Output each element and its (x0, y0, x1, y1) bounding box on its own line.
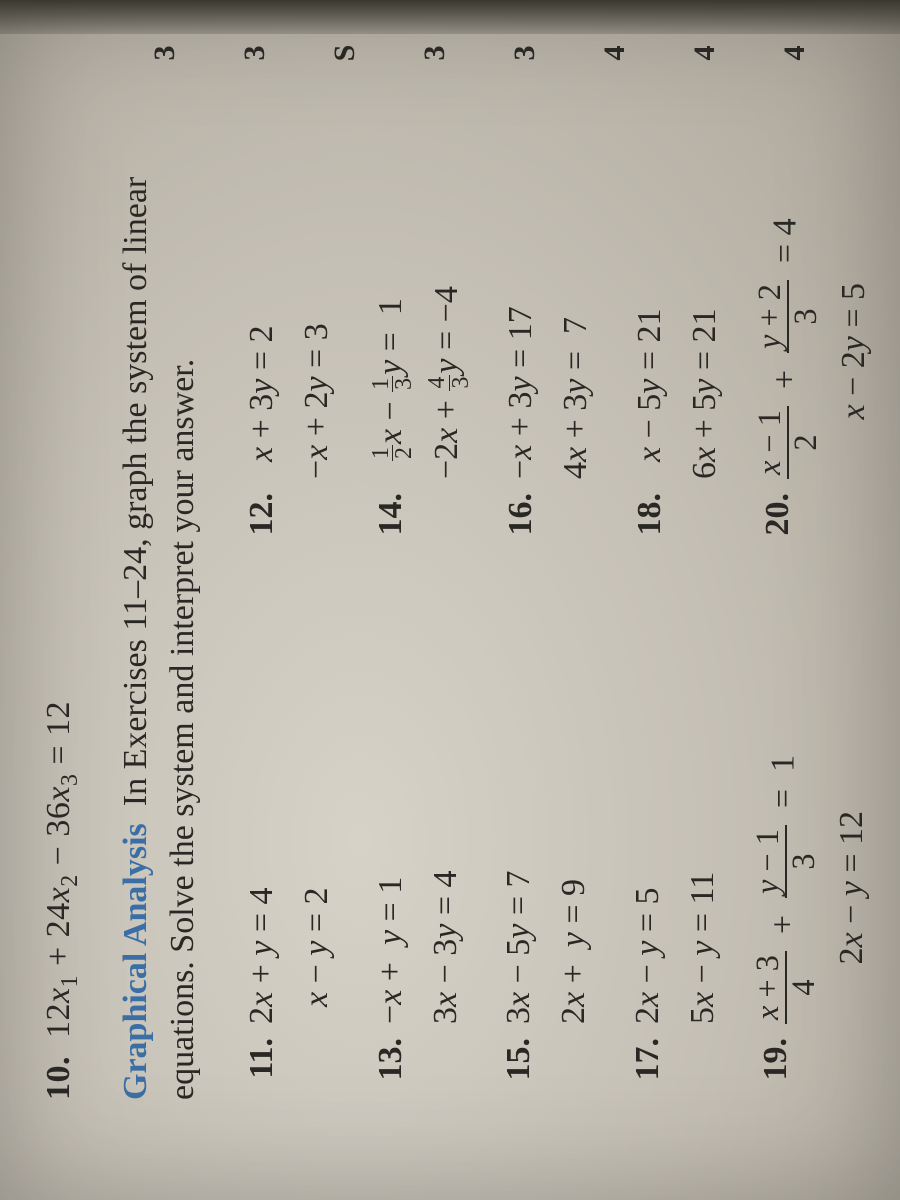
equations: −x + 3y = 17 4x + 3y = 7 (496, 306, 601, 479)
problem-number: 18. (625, 479, 674, 555)
problem-number: 11. (237, 1024, 286, 1100)
problem-number: 10. (40, 1056, 77, 1100)
equation-line: 2x − y = 5 (623, 872, 672, 1024)
page-shadow-edge (0, 0, 900, 34)
equations: 12x − 13y = 1 −2x + 43y = −4 (366, 286, 473, 479)
right-column: 12. x + 3y = 2 −x + 2y = 3 14. 12x − 13y… (237, 70, 900, 555)
equation-line: −x + 2y = 3 (292, 323, 341, 479)
equation-line: 6x + 5y = 21 (680, 308, 729, 479)
margin-mark: 4 (688, 42, 722, 64)
problem-number: 15. (494, 1024, 543, 1100)
margin-mark: 3 (238, 42, 272, 64)
margin-marks: 3 3 S 3 3 4 4 4 (0, 42, 900, 64)
problem-13: 13. −x + y = 1 3x − 3y = 4 (366, 615, 471, 1100)
equations: x + 34 + y − 13 = 1 2x − y = 12 (751, 755, 876, 1024)
margin-mark: 3 (148, 42, 182, 64)
equation-line: x − 12 + y + 23 = 4 (753, 218, 823, 479)
equation-line: 2x − y = 12 (827, 755, 876, 1024)
equation-line: x + 34 + y − 13 = 1 (751, 755, 821, 1024)
problem-number: 17. (623, 1024, 672, 1100)
margin-mark: 3 (508, 42, 542, 64)
equation-line: 5x − y = 11 (678, 872, 727, 1024)
problem-12: 12. x + 3y = 2 −x + 2y = 3 (237, 70, 342, 555)
margin-mark: 3 (418, 42, 452, 64)
equations: 2x + y = 4 x − y = 2 (237, 887, 342, 1024)
equations: x + 3y = 2 −x + 2y = 3 (237, 323, 342, 479)
equation-line: −2x + 43y = −4 (422, 286, 472, 479)
equation-line: −x + 3y = 17 (496, 306, 545, 479)
problem-number: 20. (753, 479, 802, 555)
problem-number: 19. (751, 1024, 800, 1100)
margin-mark: 4 (778, 42, 812, 64)
equation-line: 2x + y = 9 (549, 870, 598, 1024)
problem-number: 12. (237, 479, 286, 555)
problem-10: 10. 12x1 + 24x2 − 36x3 = 12 (40, 70, 84, 1100)
section-highlight: Graphical Analysis (117, 823, 154, 1100)
equations: 2x − y = 5 5x − y = 11 (623, 872, 728, 1024)
equation-line: −x + y = 1 (366, 870, 415, 1024)
equation-line: x + 3y = 2 (237, 323, 286, 479)
equation-line: x − 2y = 5 (829, 218, 878, 479)
equation-line: 3x − 3y = 4 (421, 870, 470, 1024)
equations: 3x − 5y = 7 2x + y = 9 (494, 870, 599, 1024)
margin-mark: S (328, 42, 362, 64)
equation-line: 2x + y = 4 (237, 887, 286, 1024)
equation-line: 3x − 5y = 7 (494, 870, 543, 1024)
problem-14: 14. 12x − 13y = 1 −2x + 43y = −4 (366, 70, 473, 555)
problem-18: 18. x − 5y = 21 6x + 5y = 21 (625, 70, 730, 555)
left-column: 11. 2x + y = 4 x − y = 2 13. −x + y = 1 … (237, 615, 900, 1100)
problem-number: 16. (496, 479, 545, 555)
textbook-page: 10. 12x1 + 24x2 − 36x3 = 12 Graphical An… (0, 0, 900, 1200)
equation-line: x − 5y = 21 (625, 308, 674, 479)
problem-number: 13. (366, 1024, 415, 1100)
equation-line: x − y = 2 (292, 887, 341, 1024)
problem-number: 14. (366, 479, 415, 555)
equation-line: 12x − 13y = 1 (366, 286, 416, 479)
problem-11: 11. 2x + y = 4 x − y = 2 (237, 615, 342, 1100)
problem-columns: 11. 2x + y = 4 x − y = 2 13. −x + y = 1 … (237, 70, 900, 1100)
equations: x − 12 + y + 23 = 4 x − 2y = 5 (753, 218, 878, 479)
equations: x − 5y = 21 6x + 5y = 21 (625, 308, 730, 479)
equations: −x + y = 1 3x − 3y = 4 (366, 870, 471, 1024)
section-heading: Graphical Analysis In Exercises 11–24, g… (112, 70, 207, 1100)
equation-line: 4x + 3y = 7 (551, 306, 600, 479)
problem-20: 20. x − 12 + y + 23 = 4 x − 2y = 5 (753, 70, 878, 555)
margin-mark: 4 (598, 42, 632, 64)
problem-17: 17. 2x − y = 5 5x − y = 11 (623, 615, 728, 1100)
problem-19: 19. x + 34 + y − 13 = 1 2x − y = 12 (751, 615, 876, 1100)
problem-15: 15. 3x − 5y = 7 2x + y = 9 (494, 615, 599, 1100)
problem-16: 16. −x + 3y = 17 4x + 3y = 7 (496, 70, 601, 555)
